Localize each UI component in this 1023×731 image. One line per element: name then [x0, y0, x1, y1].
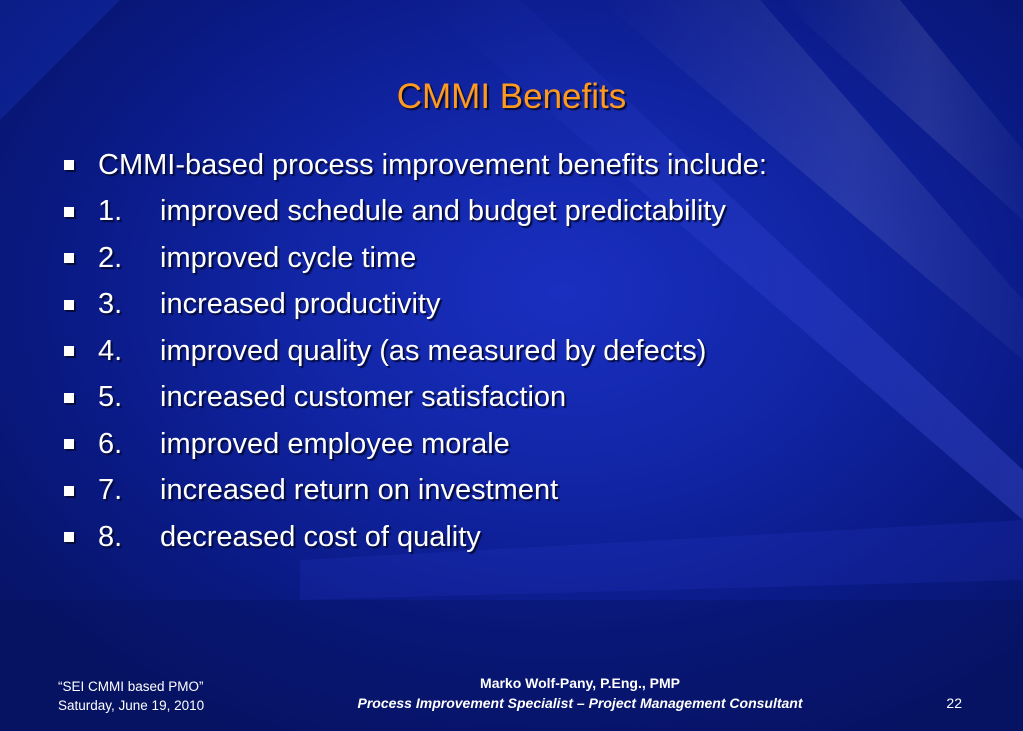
item-number: 3. [98, 288, 123, 321]
square-bullet-icon [64, 485, 74, 496]
square-bullet-icon [64, 392, 74, 403]
list-item: 4. improved quality (as measured by defe… [64, 328, 964, 375]
author-role: Process Improvement Specialist – Project… [357, 695, 803, 711]
bullet-text: improved schedule and budget predictabil… [160, 195, 726, 228]
author-name: Marko Wolf-Pany, P.Eng., PMP [480, 675, 680, 691]
footer-date: Saturday, June 19, 2010 [58, 698, 205, 713]
square-bullet-icon [64, 253, 74, 264]
square-bullet-icon [64, 299, 74, 310]
square-bullet-icon [64, 532, 74, 543]
list-item: 2. improved cycle time [64, 235, 964, 282]
list-item: 5. increased customer satisfaction [64, 375, 964, 422]
bullet-list: CMMI-based process improvement benefits … [64, 142, 964, 561]
item-number: 4. [98, 334, 123, 367]
bullet-text: decreased cost of quality [160, 520, 481, 553]
footer-left: “SEI CMMI based PMO” Saturday, June 19, … [58, 677, 204, 715]
item-number: 8. [98, 520, 123, 553]
bullet-text: increased customer satisfaction [160, 381, 567, 414]
list-item: 3. increased productivity [64, 282, 964, 329]
square-bullet-icon [64, 160, 74, 171]
presentation-name: “SEI CMMI based PMO” [58, 679, 204, 694]
page-number: 22 [946, 695, 962, 711]
list-item: 6. improved employee morale [64, 421, 964, 468]
bullet-text: improved employee morale [160, 427, 510, 460]
bullet-text: improved quality (as measured by defects… [160, 334, 707, 367]
square-bullet-icon [64, 206, 74, 217]
square-bullet-icon [64, 439, 74, 450]
bullet-text: increased productivity [160, 288, 441, 321]
list-item: 7. increased return on investment [64, 468, 964, 515]
item-number: 5. [98, 381, 123, 414]
square-bullet-icon [64, 346, 74, 357]
bullet-text: CMMI-based process improvement benefits … [98, 148, 767, 181]
bullet-text: improved cycle time [160, 241, 417, 274]
list-item: 8. decreased cost of quality [64, 514, 964, 561]
list-item: 1. improved schedule and budget predicta… [64, 189, 964, 236]
item-number: 6. [98, 427, 123, 460]
item-number: 1. [98, 195, 123, 228]
footer-center: Marko Wolf-Pany, P.Eng., PMP Process Imp… [250, 673, 910, 713]
item-number: 7. [98, 474, 123, 507]
list-item: CMMI-based process improvement benefits … [64, 142, 964, 189]
slide-title: CMMI Benefits [396, 77, 627, 116]
item-number: 2. [98, 241, 123, 274]
bullet-text: increased return on investment [160, 474, 559, 507]
